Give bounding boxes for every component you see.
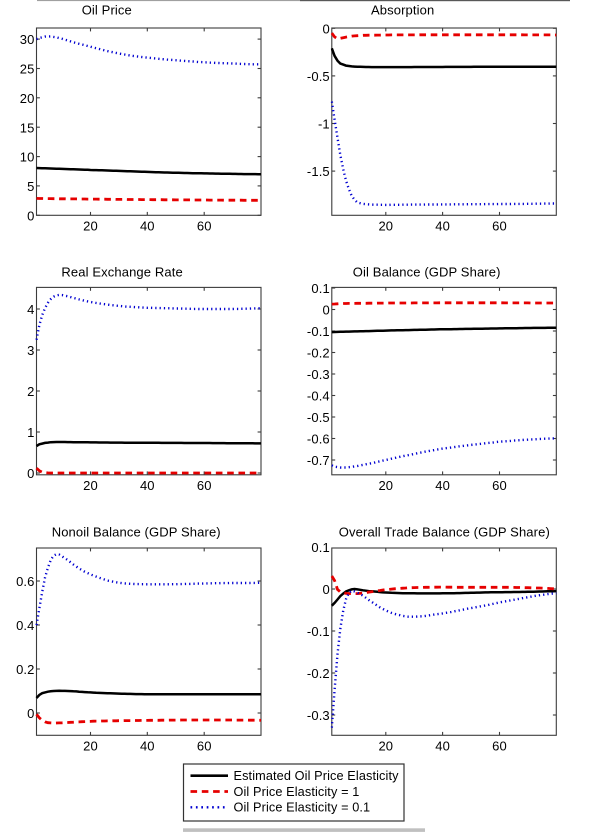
svg-text:0.1: 0.1 — [311, 540, 329, 555]
svg-text:-0.2: -0.2 — [307, 666, 330, 681]
svg-text:0.1: 0.1 — [311, 281, 329, 296]
svg-text:0.4: 0.4 — [16, 618, 34, 633]
svg-text:Oil Price Elasticity = 0.1: Oil Price Elasticity = 0.1 — [234, 801, 371, 815]
svg-text:Nonoil Balance (GDP Share): Nonoil Balance (GDP Share) — [52, 525, 221, 540]
svg-text:-1: -1 — [318, 117, 330, 132]
svg-text:20: 20 — [20, 91, 35, 106]
svg-text:1: 1 — [27, 425, 34, 440]
svg-text:0.2: 0.2 — [16, 662, 34, 677]
svg-text:0: 0 — [27, 208, 34, 223]
svg-text:0.6: 0.6 — [16, 574, 34, 589]
svg-text:40: 40 — [435, 219, 450, 234]
svg-text:Oil Price: Oil Price — [82, 3, 132, 18]
svg-text:0: 0 — [27, 466, 34, 481]
svg-text:0: 0 — [322, 303, 329, 318]
svg-text:-0.4: -0.4 — [307, 389, 330, 404]
svg-text:20: 20 — [378, 478, 393, 493]
svg-text:-0.3: -0.3 — [307, 708, 330, 723]
svg-text:Overall Trade Balance (GDP Sha: Overall Trade Balance (GDP Share) — [339, 525, 550, 540]
svg-text:20: 20 — [378, 739, 393, 754]
svg-text:40: 40 — [140, 478, 155, 493]
svg-text:-0.5: -0.5 — [307, 69, 330, 84]
svg-text:Estimated Oil Price Elasticity: Estimated Oil Price Elasticity — [234, 769, 400, 783]
svg-text:0: 0 — [27, 706, 34, 721]
svg-text:Absorption: Absorption — [371, 3, 434, 18]
svg-text:30: 30 — [20, 32, 35, 47]
svg-text:-0.1: -0.1 — [307, 324, 330, 339]
svg-text:20: 20 — [83, 478, 98, 493]
svg-text:-0.6: -0.6 — [307, 432, 330, 447]
svg-text:-0.7: -0.7 — [307, 453, 330, 468]
svg-text:20: 20 — [83, 739, 98, 754]
svg-text:3: 3 — [27, 343, 34, 358]
svg-text:-0.2: -0.2 — [307, 346, 330, 361]
svg-text:20: 20 — [83, 219, 98, 234]
svg-text:60: 60 — [197, 478, 212, 493]
svg-text:0: 0 — [322, 21, 329, 36]
svg-text:60: 60 — [197, 219, 212, 234]
svg-text:40: 40 — [435, 478, 450, 493]
svg-text:Oil Price Elasticity = 1: Oil Price Elasticity = 1 — [234, 785, 360, 799]
svg-text:Oil Balance (GDP Share): Oil Balance (GDP Share) — [353, 265, 501, 280]
svg-text:Real Exchange Rate: Real Exchange Rate — [61, 265, 182, 280]
svg-text:25: 25 — [20, 62, 35, 77]
svg-text:60: 60 — [492, 739, 507, 754]
svg-text:60: 60 — [492, 219, 507, 234]
svg-text:60: 60 — [492, 478, 507, 493]
svg-text:-0.5: -0.5 — [307, 410, 330, 425]
svg-text:4: 4 — [27, 302, 34, 317]
svg-text:-0.3: -0.3 — [307, 367, 330, 382]
svg-text:10: 10 — [20, 150, 35, 165]
svg-text:40: 40 — [435, 739, 450, 754]
svg-text:20: 20 — [378, 219, 393, 234]
svg-text:15: 15 — [20, 120, 35, 135]
svg-text:-1.5: -1.5 — [307, 164, 330, 179]
svg-text:60: 60 — [197, 739, 212, 754]
svg-text:-0.1: -0.1 — [307, 624, 330, 639]
svg-text:2: 2 — [27, 384, 34, 399]
svg-text:40: 40 — [140, 219, 155, 234]
svg-text:40: 40 — [140, 739, 155, 754]
svg-text:5: 5 — [27, 179, 34, 194]
svg-text:0: 0 — [322, 582, 329, 597]
